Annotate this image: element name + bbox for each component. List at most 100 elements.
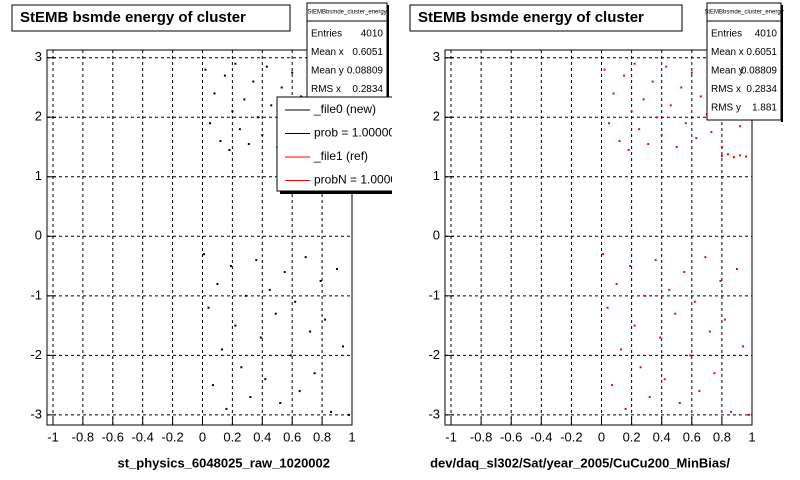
title-box <box>11 4 291 32</box>
frame-border <box>46 49 353 426</box>
point <box>674 312 677 315</box>
point <box>283 271 286 274</box>
point <box>249 396 252 399</box>
point <box>274 312 277 315</box>
point <box>268 288 271 291</box>
point <box>623 74 626 77</box>
point <box>229 265 232 268</box>
stats-label: Entries <box>311 29 342 40</box>
stats-value: 4010 <box>755 29 778 40</box>
point <box>639 366 642 369</box>
point <box>744 155 747 158</box>
stats-shadow <box>387 5 389 123</box>
stats-label: RMS y <box>711 103 741 114</box>
x-tick-label: 0 <box>598 429 605 444</box>
point <box>213 92 216 95</box>
point <box>620 348 623 351</box>
point <box>265 65 268 68</box>
x-tick-label: 1 <box>748 429 755 444</box>
x-tick-label: 0.8 <box>713 429 731 444</box>
point <box>720 154 723 157</box>
y-tick-label: -2 <box>428 347 440 362</box>
point <box>627 149 630 151</box>
stats-label: Mean y <box>711 66 744 77</box>
point <box>608 122 611 125</box>
point <box>289 354 292 357</box>
point <box>342 345 345 348</box>
point <box>611 384 614 387</box>
point <box>647 143 650 146</box>
legend-label: prob = 1.000000 <box>314 126 402 140</box>
point <box>225 407 228 410</box>
point <box>669 104 672 107</box>
point <box>675 146 678 149</box>
point <box>710 131 713 134</box>
point <box>211 384 214 387</box>
stats-label: Mean x <box>711 47 744 58</box>
x-tick-label: 0.4 <box>253 429 271 444</box>
point <box>261 134 264 137</box>
point <box>606 306 609 309</box>
y-tick-label: 2 <box>433 109 440 124</box>
point <box>219 140 222 143</box>
frame <box>444 49 753 426</box>
point <box>638 128 641 131</box>
point <box>704 256 707 259</box>
x-tick-label: 0.6 <box>683 429 701 444</box>
point <box>298 390 301 393</box>
x-tick-label: -0.8 <box>470 429 492 444</box>
point <box>735 268 738 271</box>
point <box>698 390 701 393</box>
point <box>252 80 255 83</box>
legend: _file0 (new) prob = 1.000000 _file1 (ref) p… <box>276 96 402 194</box>
point <box>228 149 231 151</box>
point <box>204 68 207 71</box>
y-tick-label: -3 <box>30 406 42 421</box>
point <box>240 366 243 369</box>
chart-title: StEMB bsmde energy of cluster <box>418 9 644 26</box>
point <box>684 122 687 125</box>
stats-label: Mean x <box>311 47 344 58</box>
stats-value: 0.08809 <box>741 66 778 77</box>
stats-label: RMS x <box>311 84 341 95</box>
stats-label: RMS x <box>711 84 741 95</box>
point <box>719 279 722 282</box>
point <box>629 265 632 268</box>
x-axis-title: dev/daq_sl302/Sat/year_2005/CuCu200_MinB… <box>430 455 730 470</box>
point <box>615 282 618 285</box>
title-box <box>409 4 683 32</box>
point <box>723 318 726 321</box>
point <box>644 294 647 297</box>
x-tick-label: -1 <box>445 429 457 444</box>
y-tick-label: 3 <box>433 49 440 64</box>
point <box>216 282 219 285</box>
y-tick-label: 3 <box>35 49 42 64</box>
point <box>279 401 282 404</box>
stats-value: 4010 <box>361 29 384 40</box>
point <box>234 62 237 65</box>
x-tick-label: -0.8 <box>72 429 94 444</box>
y-tick-label: -1 <box>30 287 42 302</box>
point <box>699 95 702 98</box>
point <box>668 288 671 291</box>
x-tick-label: 0.8 <box>313 429 331 444</box>
y-tick-label: 1 <box>35 168 42 183</box>
x-tick-label: 1 <box>348 429 355 444</box>
y-tick-label: 2 <box>35 109 42 124</box>
point <box>234 324 237 327</box>
point <box>304 256 307 259</box>
stats-title: StEMBbsmde_cluster_energy <box>704 10 783 16</box>
point <box>319 279 322 282</box>
point <box>713 372 716 375</box>
y-tick-label: 0 <box>35 228 42 243</box>
stats-label: Mean y <box>311 66 344 77</box>
stats-value: 0.6051 <box>352 47 383 58</box>
point <box>208 122 211 125</box>
x-tick-label: -1 <box>47 429 59 444</box>
y-tick-label: -3 <box>428 406 440 421</box>
y-tick-label: 1 <box>433 168 440 183</box>
x-tick-label: 0 <box>199 429 206 444</box>
point <box>738 125 741 128</box>
point <box>612 92 615 95</box>
point <box>680 86 683 89</box>
